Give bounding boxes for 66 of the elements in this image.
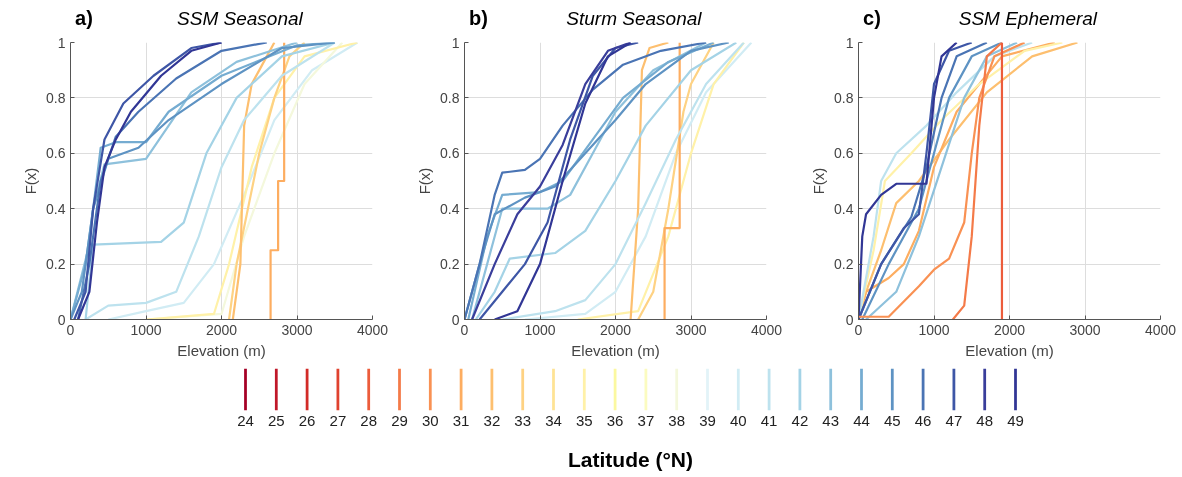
x-tick-label: 39 <box>699 412 716 430</box>
y-tick-label: 0.2 <box>46 256 66 273</box>
y-tick-label: 0.4 <box>440 200 460 217</box>
x-tick-label: 37 <box>637 412 655 430</box>
x-tick-label: 46 <box>914 412 932 430</box>
y-tick-label: 0.2 <box>834 256 854 273</box>
x-tick-label: 42 <box>791 412 809 430</box>
x-tick-label: 1000 <box>524 321 556 338</box>
x-tick-label: 1000 <box>130 321 162 338</box>
x-tick-label: 32 <box>483 412 501 430</box>
x-axis-title: Latitude (°N) <box>567 448 694 472</box>
x-tick-label: 34 <box>545 412 562 430</box>
x-tick-label: 41 <box>760 412 778 430</box>
y-tick-label: 1 <box>845 34 854 51</box>
y-tick-label: 0.8 <box>440 89 460 106</box>
x-tick-label: 35 <box>575 412 593 430</box>
x-tick-label: 28 <box>360 412 378 430</box>
chart-title: Sturm Seasonal <box>566 7 703 29</box>
y-tick-label: 0.4 <box>46 200 66 217</box>
text: b) <box>469 6 488 29</box>
y-tick-label: 0.8 <box>46 89 66 106</box>
x-tick-label: 45 <box>883 412 901 430</box>
text: c) <box>863 6 881 29</box>
x-tick-label: 2000 <box>205 321 238 338</box>
y-axis-title: F(x) <box>810 167 828 195</box>
x-tick-label: 4000 <box>750 321 783 338</box>
y-axis-title: F(x) <box>22 167 40 195</box>
x-tick-label: 4000 <box>356 321 389 338</box>
text: a) <box>75 6 93 29</box>
x-tick-label: 25 <box>267 412 285 430</box>
x-axis-title: Elevation (m) <box>965 341 1054 359</box>
y-tick-label: 0.8 <box>834 89 854 106</box>
x-tick-label: 47 <box>945 412 963 430</box>
x-tick-label: 44 <box>853 412 870 430</box>
x-tick-label: 33 <box>514 412 532 430</box>
y-tick-label: 0.4 <box>834 200 854 217</box>
x-tick-label: 3000 <box>675 321 707 338</box>
x-tick-label: 30 <box>421 412 439 430</box>
y-tick-label: 0.6 <box>46 145 66 162</box>
x-tick-label: 40 <box>729 412 747 430</box>
x-tick-label: 27 <box>329 412 347 430</box>
x-tick-label: 3000 <box>1069 321 1101 338</box>
x-tick-label: 2000 <box>599 321 632 338</box>
y-tick-label: 1 <box>57 34 66 51</box>
x-tick-label: 24 <box>237 412 254 430</box>
chart-title: SSM Seasonal <box>177 7 304 29</box>
x-tick-label: 36 <box>606 412 624 430</box>
x-tick-label: 26 <box>298 412 316 430</box>
x-tick-label: 1000 <box>918 321 950 338</box>
chart-title: SSM Ephemeral <box>958 7 1098 29</box>
x-tick-label: 49 <box>1007 412 1024 430</box>
x-axis-title: Elevation (m) <box>571 341 660 359</box>
x-axis-title: Elevation (m) <box>177 341 266 359</box>
x-tick-label: 48 <box>976 412 994 430</box>
x-tick-label: 38 <box>668 412 686 430</box>
x-tick-label: 43 <box>822 412 840 430</box>
y-tick-label: 0.6 <box>440 145 460 162</box>
x-tick-label: 3000 <box>281 321 313 338</box>
y-tick-label: 1 <box>451 34 460 51</box>
y-tick-label: 0.2 <box>440 256 460 273</box>
x-tick-label: 29 <box>391 412 408 430</box>
x-tick-label: 2000 <box>993 321 1026 338</box>
y-tick-label: 0.6 <box>834 145 854 162</box>
x-tick-label: 4000 <box>1144 321 1177 338</box>
x-tick-label: 31 <box>452 412 470 430</box>
y-axis-title: F(x) <box>416 167 434 195</box>
